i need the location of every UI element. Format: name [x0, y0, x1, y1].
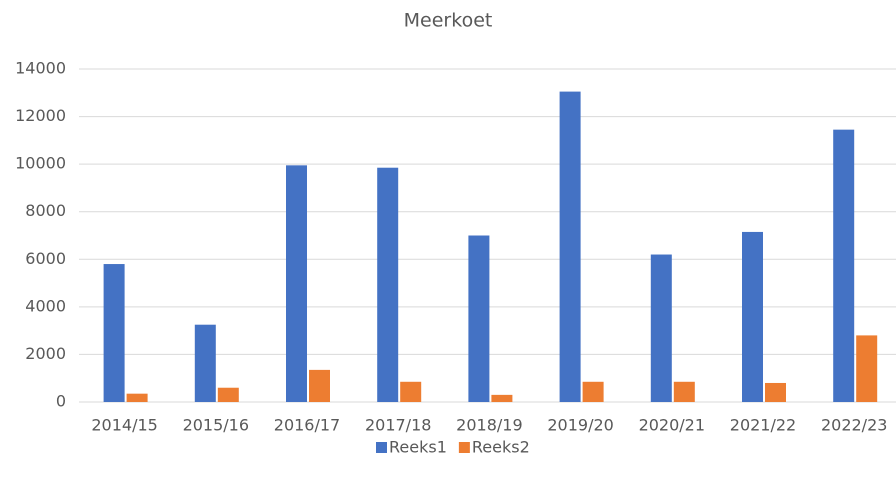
bar [377, 167, 399, 402]
legend-swatch [376, 442, 387, 453]
x-tick-label: 2020/21 [639, 416, 705, 435]
x-tick-label: 2014/15 [91, 416, 157, 435]
bar [194, 324, 216, 402]
chart-title: Meerkoet [404, 10, 493, 32]
y-tick-label: 6000 [25, 249, 66, 268]
bar [400, 381, 422, 402]
bar [673, 381, 695, 402]
bar [742, 231, 763, 402]
x-tick-label: 2015/16 [183, 416, 249, 435]
y-tick-label: 10000 [15, 154, 66, 173]
bar [559, 91, 581, 402]
bar [765, 382, 786, 402]
x-tick-label: 2016/17 [274, 416, 340, 435]
bar [126, 393, 148, 402]
legend-label: Reeks2 [472, 438, 530, 457]
x-tick-label: 2019/20 [547, 416, 613, 435]
bar [103, 264, 125, 402]
bar [856, 335, 878, 402]
y-tick-label: 12000 [15, 106, 66, 125]
legend-label: Reeks1 [389, 438, 447, 457]
x-tick-label: 2017/18 [365, 416, 431, 435]
legend-swatch [458, 442, 470, 453]
x-tick-label: 2022/23 [821, 416, 887, 435]
bar [491, 394, 513, 402]
bar [468, 235, 490, 402]
bar [309, 369, 330, 402]
bar [286, 165, 307, 402]
bar [582, 381, 604, 402]
y-tick-label: 8000 [25, 201, 66, 220]
bar [217, 387, 239, 402]
x-tick-label: 2021/22 [730, 416, 796, 435]
y-tick-label: 4000 [25, 296, 66, 315]
y-tick-label: 2000 [25, 344, 66, 363]
bar [650, 254, 672, 402]
bar [833, 129, 855, 402]
x-tick-label: 2018/19 [456, 416, 522, 435]
y-tick-label: 14000 [15, 59, 66, 78]
y-tick-label: 0 [56, 392, 66, 411]
